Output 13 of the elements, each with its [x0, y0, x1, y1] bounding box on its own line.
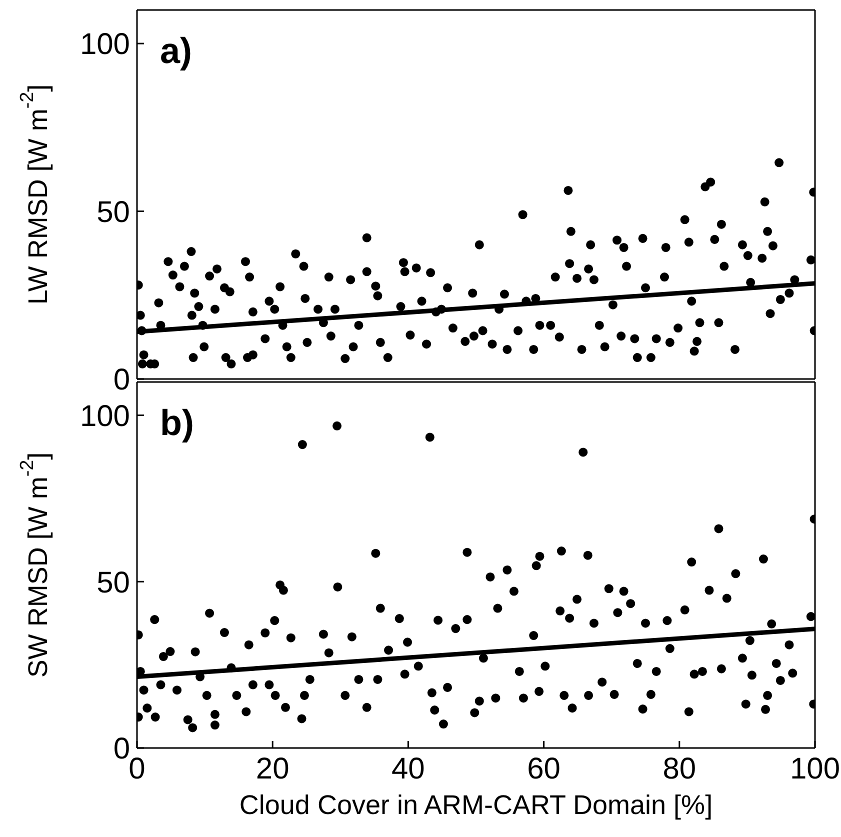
x-tick-label: 40 — [392, 752, 425, 786]
y-tick-label: 50 — [96, 566, 130, 600]
y-tick-label: 100 — [80, 28, 130, 62]
y-tick-label: 50 — [96, 196, 130, 229]
x-axis-title: Cloud Cover in ARM-CART Domain [%] — [239, 790, 713, 820]
annotation: b) — [160, 402, 194, 444]
x-tick-label: 20 — [256, 752, 290, 786]
x-tick-label: 80 — [662, 752, 696, 786]
y-tick-label: 100 — [80, 400, 130, 433]
x-tick-label: 60 — [527, 752, 560, 786]
x-tick-label: 100 — [790, 752, 840, 786]
annotation: a) — [160, 30, 192, 72]
y-tick-label: 0 — [113, 364, 130, 397]
